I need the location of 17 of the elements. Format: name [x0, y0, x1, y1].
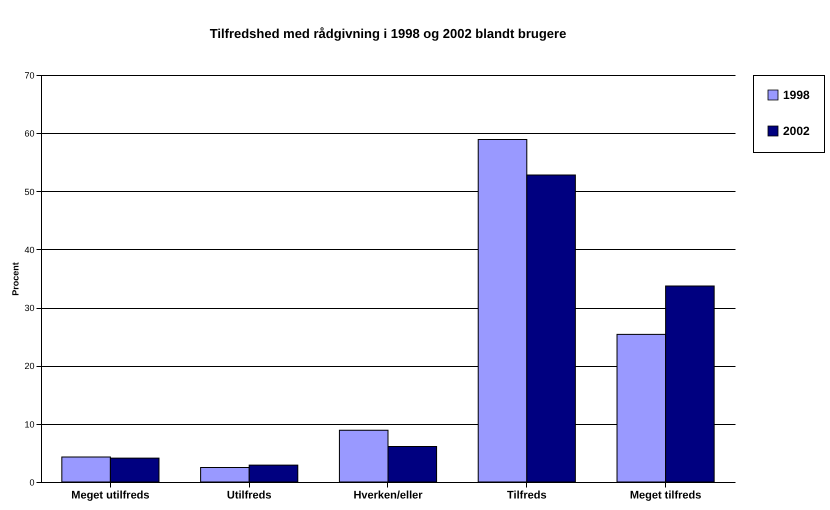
- x-tick-label: Meget tilfreds: [630, 490, 702, 502]
- y-tick-label: 60: [24, 128, 34, 139]
- x-tick-label: Meget utilfreds: [71, 490, 150, 502]
- y-tick-label: 50: [24, 186, 34, 197]
- y-tick-label: 0: [29, 478, 34, 488]
- x-tick-label: Utilfreds: [226, 490, 272, 502]
- y-tick-label: 20: [24, 361, 34, 372]
- legend-label: 1998: [783, 88, 810, 102]
- x-tick-label: Hverken/eller: [353, 490, 424, 502]
- x-tick-label: Tilfreds: [507, 490, 547, 502]
- chart-title: Tilfredshed med rådgivning i 1998 og 2002 blandt brugere: [210, 26, 566, 41]
- y-axis-title: Procent: [10, 262, 20, 296]
- y-tick-label: 30: [24, 303, 34, 314]
- legend-label: 2002: [783, 124, 810, 138]
- y-tick-label: 40: [24, 244, 34, 255]
- y-tick-label: 10: [24, 419, 34, 430]
- y-tick-label: 70: [24, 70, 34, 80]
